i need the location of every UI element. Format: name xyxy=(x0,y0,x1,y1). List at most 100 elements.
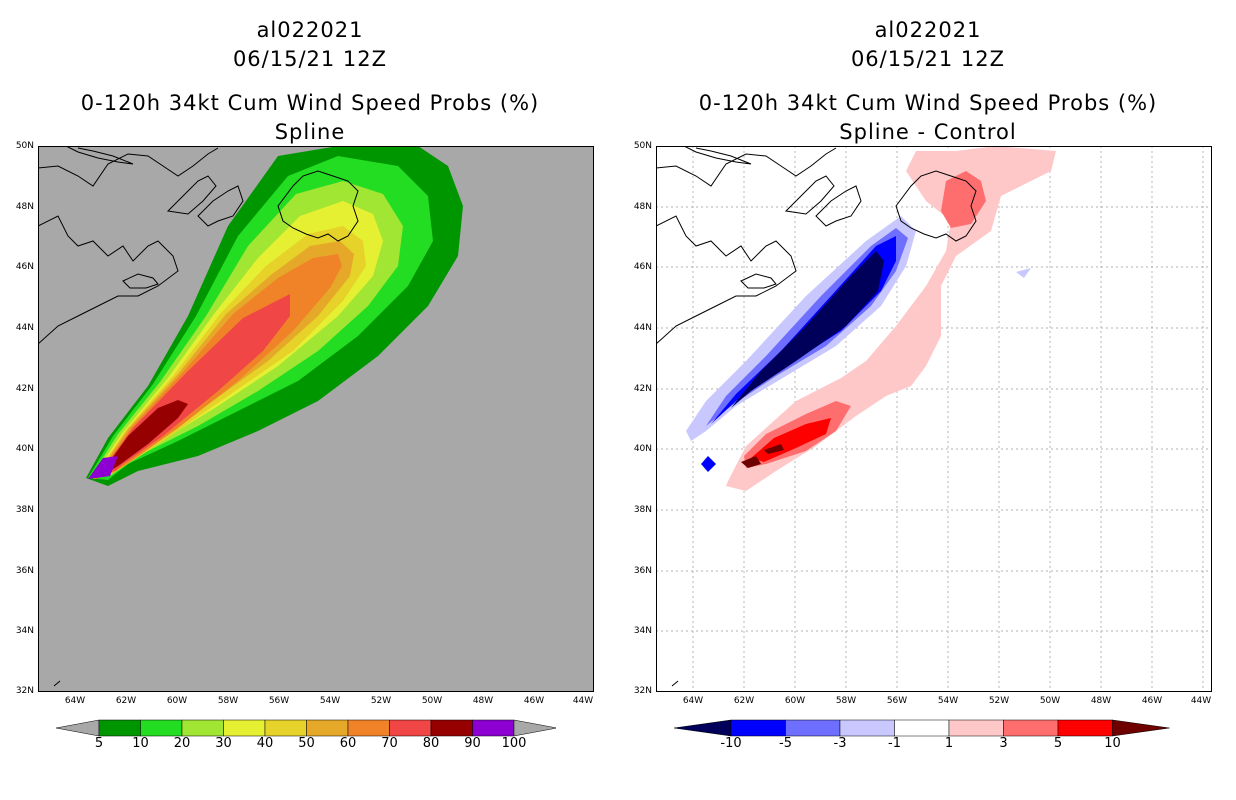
colorbar-cell xyxy=(98,719,141,737)
colorbar-label: 100 xyxy=(501,736,527,751)
lat-label: 34N xyxy=(15,626,34,636)
lon-label: 44W xyxy=(1190,696,1212,706)
colorbar-label: 1 xyxy=(944,736,954,751)
colorbar-label: 40 xyxy=(256,736,274,751)
colorbar-label: 60 xyxy=(339,736,357,751)
left-title-product: 0-120h 34kt Cum Wind Speed Probs (%) xyxy=(80,91,540,115)
right-title-date: 06/15/21 12Z xyxy=(850,47,1006,71)
lat-label: 48N xyxy=(15,202,34,212)
colorbar-label: 90 xyxy=(464,736,481,751)
colorbar-label: -1 xyxy=(888,736,901,751)
colorbar-label: -10 xyxy=(720,736,742,751)
lat-label: 42N xyxy=(15,384,34,394)
lat-label: 32N xyxy=(633,686,652,696)
lon-label: 50W xyxy=(1039,696,1061,706)
lon-label: 48W xyxy=(1090,696,1112,706)
colorbar-cell xyxy=(389,719,432,737)
lon-label: 60W xyxy=(784,696,806,706)
colorbar-cell xyxy=(472,719,515,737)
left-probability-map xyxy=(38,146,594,692)
colorbar-cell xyxy=(181,719,224,737)
lon-label: 50W xyxy=(421,696,443,706)
colorbar-cell xyxy=(948,719,1004,737)
diff-neg-10 xyxy=(731,251,884,408)
lat-label: 50N xyxy=(15,141,34,151)
lon-label: 62W xyxy=(115,696,137,706)
colorbar-cell xyxy=(674,719,732,737)
colorbar-label: 80 xyxy=(422,736,440,751)
colorbar-cell xyxy=(264,719,307,737)
right-title-method: Spline - Control xyxy=(839,120,1017,144)
right-title-storm-id: al022021 xyxy=(874,18,982,42)
colorbar-label: 10 xyxy=(132,736,149,751)
colorbar-cell xyxy=(894,719,950,737)
left-title-date: 06/15/21 12Z xyxy=(232,47,388,71)
lon-label: 64W xyxy=(64,696,86,706)
left-colorbar xyxy=(56,719,556,737)
lon-label: 48W xyxy=(472,696,494,706)
colorbar-cell xyxy=(306,719,349,737)
left-title-method: Spline xyxy=(274,120,346,144)
colorbar-label: -3 xyxy=(833,736,847,751)
diff-pos-1 xyxy=(726,146,1056,491)
colorbar-cell xyxy=(1057,719,1113,737)
lon-label: 46W xyxy=(1141,696,1163,706)
lon-label: 56W xyxy=(268,696,290,706)
colorbar-cell xyxy=(140,719,183,737)
colorbar-label: 30 xyxy=(215,736,232,751)
lat-label: 36N xyxy=(15,566,34,576)
colorbar-cell xyxy=(430,719,473,737)
right-title-product: 0-120h 34kt Cum Wind Speed Probs (%) xyxy=(698,91,1158,115)
diff-pos-10 xyxy=(741,444,784,468)
lat-label: 38N xyxy=(633,505,652,515)
lat-label: 46N xyxy=(633,262,652,272)
colorbar-cell xyxy=(730,719,786,737)
lon-label: 46W xyxy=(523,696,545,706)
diff-pos-3-north xyxy=(941,171,986,228)
lon-label: 60W xyxy=(166,696,188,706)
colorbar-label: -5 xyxy=(779,736,792,751)
colorbar-cell xyxy=(1003,719,1059,737)
lon-label: 64W xyxy=(682,696,704,706)
colorbar-cell xyxy=(223,719,266,737)
colorbar-cell xyxy=(347,719,390,737)
lat-label: 34N xyxy=(633,626,652,636)
colorbar-label: 5 xyxy=(94,736,104,751)
lon-label: 58W xyxy=(217,696,239,706)
lon-label: 52W xyxy=(370,696,392,706)
lon-label: 58W xyxy=(835,696,857,706)
left-title-storm-id: al022021 xyxy=(256,18,364,42)
lon-label: 62W xyxy=(733,696,755,706)
colorbar-label: 70 xyxy=(381,736,398,751)
diff-neg-isolated xyxy=(701,456,716,472)
coastline xyxy=(656,146,977,345)
lat-label: 44N xyxy=(633,323,652,333)
lat-label: 48N xyxy=(633,202,652,212)
coastline xyxy=(38,146,359,345)
lat-label: 46N xyxy=(15,262,34,272)
prob-90 xyxy=(88,456,118,479)
colorbar-label: 3 xyxy=(999,736,1008,751)
colorbar-label: 10 xyxy=(1104,736,1121,751)
colorbar-label: 5 xyxy=(1053,736,1063,751)
lon-label: 44W xyxy=(572,696,594,706)
lat-label: 40N xyxy=(15,444,34,454)
lat-label: 32N xyxy=(15,686,34,696)
colorbar-label: 20 xyxy=(173,736,191,751)
colorbar-cell xyxy=(56,719,100,737)
right-colorbar xyxy=(674,719,1170,737)
colorbar-cell xyxy=(839,719,895,737)
lon-label: 52W xyxy=(988,696,1010,706)
lat-label: 44N xyxy=(15,323,34,333)
lon-label: 54W xyxy=(937,696,959,706)
right-difference-map xyxy=(656,146,1212,692)
lat-label: 36N xyxy=(633,566,652,576)
diff-neg-isolated-2 xyxy=(1016,268,1031,278)
prob-80 xyxy=(98,400,188,478)
lat-label: 40N xyxy=(633,444,652,454)
colorbar-label: 50 xyxy=(298,736,315,751)
lat-label: 38N xyxy=(15,505,34,515)
lat-label: 50N xyxy=(633,141,652,151)
colorbar-cell xyxy=(513,719,556,737)
lon-label: 56W xyxy=(886,696,908,706)
